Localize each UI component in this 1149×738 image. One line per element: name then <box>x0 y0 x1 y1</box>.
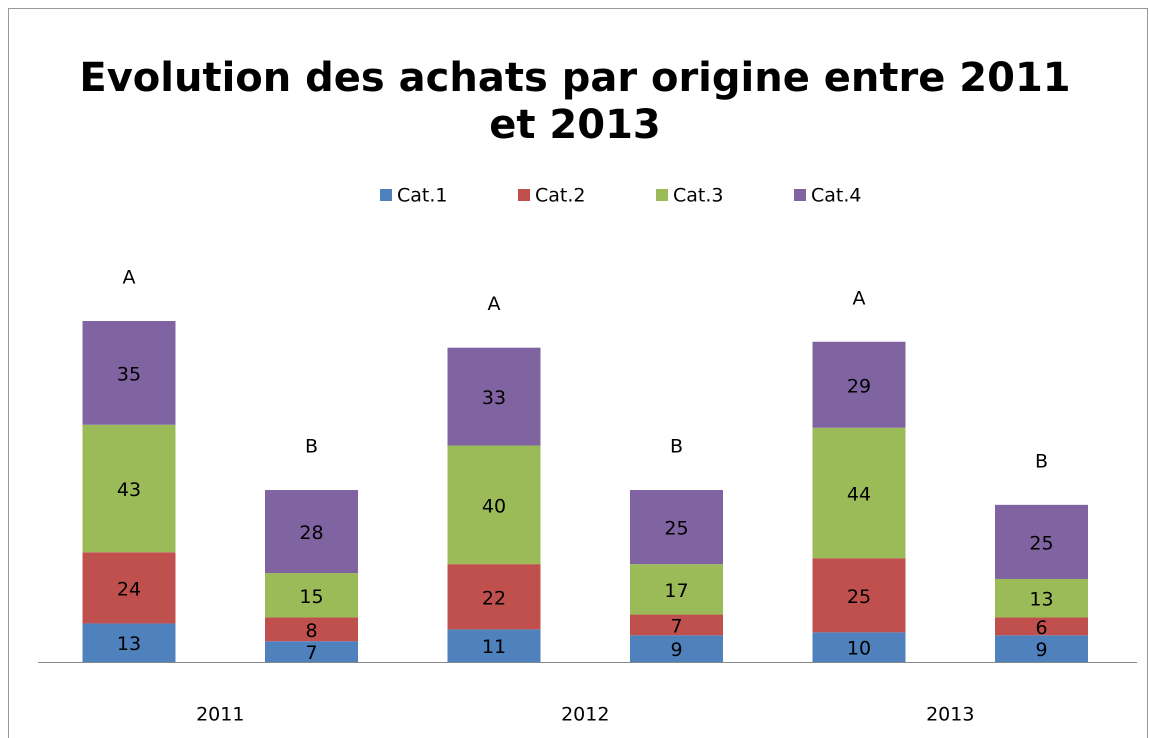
data-label: 35 <box>117 363 141 385</box>
legend-swatch <box>380 189 392 201</box>
chart-title: Evolution des achats par origine entre 2… <box>79 55 1070 148</box>
data-label: 17 <box>664 580 688 602</box>
bar-segment <box>447 347 541 446</box>
bar-segment <box>995 635 1088 662</box>
data-label: 6 <box>1035 617 1047 639</box>
group-label: 2011 <box>196 704 244 726</box>
legend-label: Cat.3 <box>673 185 724 207</box>
bar-segment <box>447 564 541 630</box>
data-label: 22 <box>482 587 506 609</box>
data-label: 13 <box>1029 589 1053 611</box>
data-label: 7 <box>305 642 317 664</box>
data-label: 29 <box>847 375 871 397</box>
legend-label: Cat.4 <box>811 185 862 207</box>
category-label: B <box>305 436 318 458</box>
bar-segment <box>265 490 358 574</box>
bar-segment <box>995 578 1088 618</box>
category-label: B <box>1035 450 1048 472</box>
bar-segment <box>265 573 358 618</box>
data-label: 25 <box>847 586 871 608</box>
chart-border <box>8 8 1148 738</box>
bar-segment <box>995 617 1088 636</box>
bar-segment <box>630 614 723 636</box>
data-label: 24 <box>117 578 141 600</box>
bar-segment <box>812 341 906 428</box>
bar-segment <box>265 641 358 662</box>
data-label: 43 <box>117 479 141 501</box>
bar-segment <box>447 629 541 662</box>
bar-segment <box>812 427 906 559</box>
legend-label: Cat.2 <box>535 185 586 207</box>
data-label: 10 <box>847 638 871 660</box>
data-label: 28 <box>299 522 323 544</box>
data-label: 25 <box>664 518 688 540</box>
data-label: 44 <box>847 483 871 505</box>
group-label: 2013 <box>926 704 974 726</box>
data-label: 9 <box>1035 639 1047 661</box>
bar-segment <box>447 445 541 565</box>
bar-segment <box>995 504 1088 579</box>
data-label: 15 <box>299 586 323 608</box>
bar-segment <box>630 490 723 565</box>
bar-segment <box>82 552 176 624</box>
bar-segment <box>265 617 358 642</box>
group-label: 2012 <box>561 704 609 726</box>
category-label: B <box>670 436 683 458</box>
data-label: 7 <box>670 615 682 637</box>
bar-segment <box>812 632 906 662</box>
legend-label: Cat.1 <box>397 185 448 207</box>
data-label: 13 <box>117 633 141 655</box>
bar-segment <box>82 321 176 425</box>
bar-segment <box>630 635 723 662</box>
legend-swatch <box>518 189 530 201</box>
bar-segment <box>630 564 723 615</box>
category-label: A <box>123 267 136 289</box>
bar-segment <box>82 424 176 553</box>
category-label: A <box>488 293 501 315</box>
data-label: 25 <box>1029 532 1053 554</box>
bar-segment <box>812 558 906 633</box>
legend-swatch <box>794 189 806 201</box>
data-label: 33 <box>482 387 506 409</box>
data-label: 40 <box>482 495 506 517</box>
legend-swatch <box>656 189 668 201</box>
category-label: A <box>853 287 866 309</box>
data-label: 11 <box>482 636 506 658</box>
data-label: 9 <box>670 639 682 661</box>
bar-segment <box>82 623 176 662</box>
data-label: 8 <box>305 620 317 642</box>
